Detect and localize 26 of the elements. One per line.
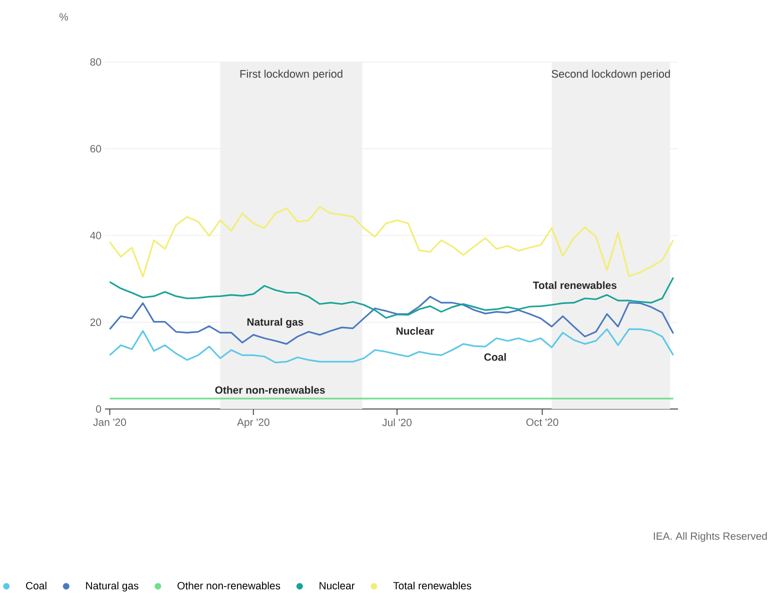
text: IEA. All Rights Reserved: [654, 532, 767, 542]
annotation: Coal: [484, 353, 506, 361]
band-label: Second lockdown period: [552, 70, 670, 80]
x-tick-label: Jan '20: [93, 418, 126, 426]
line-series: [108, 276, 674, 319]
line-series: [108, 206, 674, 278]
legend-label: Coal: [26, 582, 46, 590]
legend-label: Total renewables: [393, 582, 472, 590]
y-tick-label: 20: [90, 318, 102, 326]
annotation: Natural gas: [247, 318, 304, 328]
band-label: First lockdown period: [240, 70, 342, 80]
y-tick-label: 40: [90, 232, 102, 240]
line-series: [108, 296, 674, 345]
y-tick-label: 80: [90, 58, 102, 66]
y-tick-label: 0: [96, 405, 102, 413]
annotation: Other non-renewables: [215, 386, 325, 394]
annotation: Nuclear: [396, 327, 434, 335]
x-tick-label: Jul '20: [382, 418, 412, 426]
legend-label: Nuclear: [320, 582, 355, 590]
legend-label: Natural gas: [86, 582, 138, 592]
y-tick-label: 60: [90, 145, 102, 152]
annotation: Total renewables: [532, 281, 616, 289]
x-tick-label: Apr '20: [236, 418, 270, 428]
y-axis-title: %: [59, 13, 68, 21]
legend-label: Other non-renewables: [178, 582, 280, 590]
x-tick-label: Oct '20: [526, 418, 558, 426]
